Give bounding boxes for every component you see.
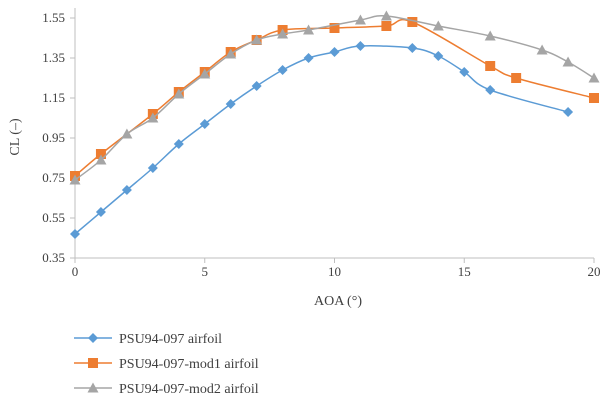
- x-tick-label: 0: [72, 264, 79, 279]
- series-1-point: [303, 53, 314, 63]
- legend-label: PSU94-097-mod2 airfoil: [119, 382, 259, 397]
- series-3-point: [588, 72, 600, 83]
- series-3-point: [380, 10, 392, 21]
- series-3-point: [303, 24, 315, 35]
- legend-marker: [88, 333, 98, 343]
- legend-marker: [88, 358, 98, 368]
- series-1-point: [147, 163, 158, 173]
- y-ticks: 0.35 0.55 0.75 0.95 1.15 1.35 1.55: [42, 10, 75, 265]
- series-1-point: [277, 65, 288, 75]
- legend-label: PSU94-097 airfoil: [119, 332, 222, 347]
- legend-item-3: PSU94-097-mod2 airfoil: [74, 382, 259, 397]
- series-1-point: [199, 119, 210, 129]
- y-tick-label: 0.55: [42, 210, 65, 225]
- series-2-point: [407, 17, 418, 27]
- series-2-point: [589, 93, 599, 103]
- series-1-point: [433, 51, 444, 61]
- x-tick-label: 10: [328, 264, 341, 279]
- series-1-point: [563, 107, 574, 117]
- x-tick-label: 20: [588, 264, 600, 279]
- series-3-point: [277, 28, 289, 39]
- series-2-point: [485, 61, 496, 71]
- series-1: [70, 41, 574, 239]
- y-tick-label: 1.55: [42, 10, 65, 25]
- legend: PSU94-097 airfoil PSU94-097-mod1 airfoil P…: [74, 332, 259, 397]
- series-3-point: [199, 68, 211, 79]
- series-2-point: [381, 21, 392, 31]
- series-1-point: [95, 207, 106, 217]
- x-ticks: 0 5 10 15 20: [72, 258, 600, 279]
- series-1-point: [251, 81, 262, 91]
- series-2-point: [511, 73, 522, 83]
- series-1-point: [70, 229, 80, 239]
- series-3-point: [354, 14, 366, 25]
- series-1-point: [459, 67, 470, 77]
- series-3-point: [147, 112, 159, 123]
- series-3-point: [484, 30, 496, 41]
- y-tick-label: 0.75: [42, 170, 65, 185]
- y-tick-label: 1.15: [42, 90, 65, 105]
- y-axis-title: CL (–): [8, 118, 23, 156]
- series-1-point: [485, 85, 496, 95]
- legend-item-2: PSU94-097-mod1 airfoil: [74, 357, 259, 372]
- series-3-point: [95, 154, 107, 165]
- series-3-point: [432, 20, 444, 31]
- y-tick-label: 1.35: [42, 50, 65, 65]
- series-1-point: [329, 47, 340, 57]
- series-1-line: [74, 45, 569, 235]
- legend-marker: [87, 382, 99, 393]
- x-axis-title: AOA (°): [314, 294, 362, 309]
- series-3-point: [536, 44, 548, 55]
- series-1-point: [121, 185, 132, 195]
- series-3: [69, 10, 600, 185]
- series-2-point: [95, 149, 106, 159]
- series-2-point: [329, 23, 340, 33]
- series-1-point: [173, 139, 184, 149]
- x-tick-label: 15: [458, 264, 471, 279]
- x-tick-label: 5: [202, 264, 209, 279]
- axes: 0 5 10 15 20 0.35 0.55 0.75 0.95 1.15 1.35 1.55: [42, 8, 600, 279]
- y-tick-label: 0.35: [42, 250, 65, 265]
- y-tick-label: 0.95: [42, 130, 65, 145]
- series-3-point: [251, 34, 263, 45]
- series-3-point: [121, 128, 133, 139]
- legend-item-1: PSU94-097 airfoil: [74, 332, 222, 347]
- series-1-point: [355, 41, 366, 51]
- series-3-point: [562, 56, 574, 67]
- series-3-point: [69, 174, 81, 185]
- series-3-point: [173, 88, 185, 99]
- series-3-point: [225, 48, 237, 59]
- legend-label: PSU94-097-mod1 airfoil: [119, 357, 259, 372]
- plot-series: [69, 10, 600, 239]
- series-1-point: [225, 99, 236, 109]
- series-1-point: [407, 43, 418, 53]
